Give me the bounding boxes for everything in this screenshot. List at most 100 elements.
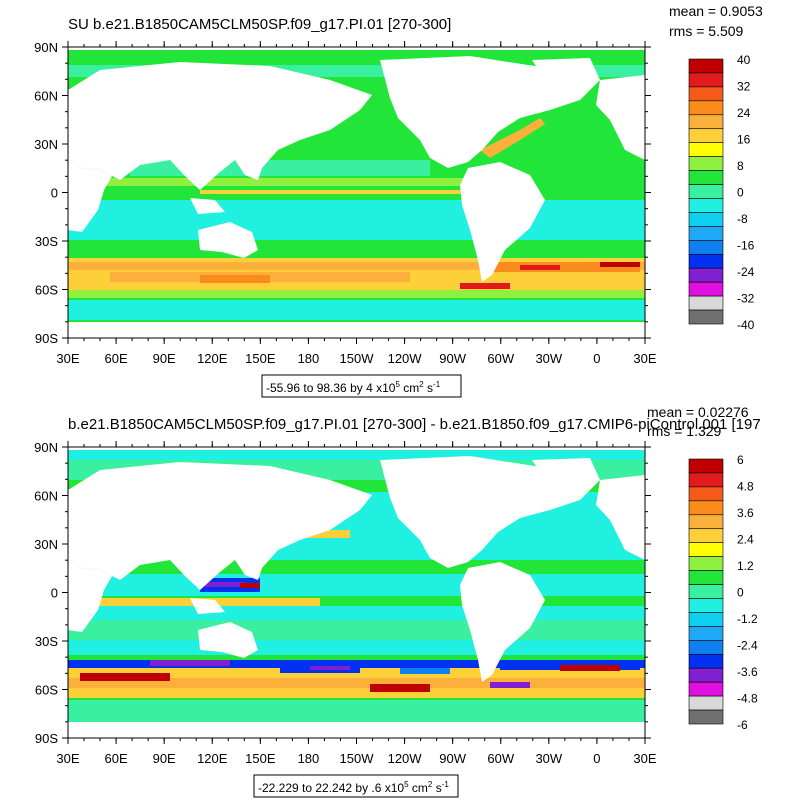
lat-label: 30N xyxy=(34,137,58,152)
colorbar-swatch xyxy=(688,86,724,102)
lat-labels: 90N 60N 30N 0 30S 60S 90S xyxy=(34,40,58,346)
contour-range: -55.96 to 98.36 by 4 x10 xyxy=(266,381,396,395)
lon-label: 120E xyxy=(197,351,228,366)
lon-label: 90W xyxy=(439,351,466,366)
colorbar-label: 0 xyxy=(737,186,744,200)
lon-label: 90E xyxy=(153,751,176,766)
lon-label: 0 xyxy=(593,751,600,766)
contour-s: s xyxy=(436,781,442,795)
lon-label: 60E xyxy=(105,351,128,366)
contour-s-exp: -1 xyxy=(442,780,450,789)
colorbar-swatch xyxy=(688,653,724,669)
colorbar-swatch xyxy=(688,72,724,88)
colorbar-swatch xyxy=(688,486,724,502)
lon-label: 60W xyxy=(487,351,514,366)
svg-text:-55.96 to 98.36 by 4 x105 cm2: -55.96 to 98.36 by 4 x105 cm2 s-1 xyxy=(266,380,441,395)
lon-label: 120W xyxy=(388,351,423,366)
lat-label: 90S xyxy=(35,731,58,746)
colorbar-label: 0 xyxy=(737,586,744,600)
contour-unit-exp: 2 xyxy=(419,380,424,389)
colorbar-label: -40 xyxy=(737,318,755,332)
lon-label: 120E xyxy=(197,751,228,766)
stat-rms: rms = 1.329 xyxy=(647,423,722,439)
colorbar-swatch xyxy=(688,184,724,199)
colorbar-swatch xyxy=(688,170,724,185)
lon-label: 0 xyxy=(593,351,600,366)
colorbar-swatch xyxy=(688,198,724,213)
lat-label: 0 xyxy=(51,186,58,201)
lat-labels: 90N 60N 30N 0 30S 60S 90S xyxy=(34,440,58,746)
colorbar-swatch xyxy=(688,626,724,641)
lon-label: 180 xyxy=(298,351,320,366)
colorbar-label: -16 xyxy=(737,239,755,253)
lon-label: 120W xyxy=(388,751,423,766)
lat-label: 30S xyxy=(35,634,58,649)
colorbar-swatch xyxy=(688,253,724,269)
colorbar-swatch xyxy=(688,128,724,143)
lat-label: 90S xyxy=(35,331,58,346)
colorbar-swatch xyxy=(688,681,724,697)
colorbar-label: -4.8 xyxy=(737,692,758,706)
lon-label: 150E xyxy=(245,751,276,766)
colorbar-swatch xyxy=(688,226,724,241)
colorbar-swatch xyxy=(688,281,724,297)
lon-label: 30W xyxy=(535,751,562,766)
colorbar-label: -8 xyxy=(737,212,748,226)
colorbar-swatch xyxy=(688,528,724,543)
colorbar-label: -6 xyxy=(737,718,748,732)
panel-title: b.e21.B1850CAM5CLM50SP.f09_g17.PI.01 [27… xyxy=(68,416,761,433)
colorbar-swatch xyxy=(688,556,724,571)
map-ticks xyxy=(62,41,651,344)
colorbar-swatch xyxy=(688,570,724,585)
contour-exp: 5 xyxy=(395,380,400,389)
colorbar-swatch xyxy=(688,472,724,488)
map-field xyxy=(68,447,645,738)
lat-label: 30S xyxy=(35,234,58,249)
panel-bottom: b.e21.B1850CAM5CLM50SP.f09_g17.PI.01 [27… xyxy=(34,404,761,798)
svg-text:-22.229 to 22.242 by .6 x105 c: -22.229 to 22.242 by .6 x105 cm2 s-1 xyxy=(258,780,449,795)
colorbar-swatch xyxy=(688,458,724,474)
contour-unit-exp: 2 xyxy=(428,780,433,789)
colorbar-swatch xyxy=(688,142,724,157)
colorbar-swatch xyxy=(688,598,724,613)
colorbar-swatch xyxy=(688,156,724,171)
contour-info-box: -22.229 to 22.242 by .6 x105 cm2 s-1 xyxy=(253,774,459,798)
lon-label: 150W xyxy=(340,751,375,766)
lat-label: 90N xyxy=(34,40,58,55)
panel-top: SU b.e21.B1850CAM5CLM50SP.f09_g17.PI.01 … xyxy=(34,3,763,398)
colorbar-label: 32 xyxy=(737,80,751,94)
panel-title: SU b.e21.B1850CAM5CLM50SP.f09_g17.PI.01 … xyxy=(68,16,451,33)
lon-label: 30W xyxy=(535,351,562,366)
colorbar-label: 4.8 xyxy=(737,480,754,494)
colorbar-label: -24 xyxy=(737,265,755,279)
contour-s-exp: -1 xyxy=(433,380,441,389)
lon-label: 30E xyxy=(633,751,656,766)
lat-label: 60S xyxy=(35,283,58,298)
lon-label: 30E xyxy=(633,351,656,366)
colorbar-swatch xyxy=(688,500,724,516)
colorbar: 40 32 24 16 8 0 -8 -16 -24 -32 -40 xyxy=(688,53,755,332)
colorbar-label: -32 xyxy=(737,292,755,306)
colorbar-swatch xyxy=(688,612,724,627)
colorbar: 6 4.8 3.6 2.4 1.2 0 -1.2 -2.4 -3.6 -4.8 -6 xyxy=(688,453,758,732)
colorbar-swatch xyxy=(688,58,724,74)
colorbar-label: -3.6 xyxy=(737,665,758,679)
lon-label: 60W xyxy=(487,751,514,766)
lat-label: 90N xyxy=(34,440,58,455)
colorbar-swatch xyxy=(688,667,724,683)
colorbar-swatch xyxy=(688,212,724,227)
colorbar-swatch xyxy=(688,267,724,283)
lat-label: 60N xyxy=(34,489,58,504)
contour-info-box: -55.96 to 98.36 by 4 x105 cm2 s-1 xyxy=(261,374,462,398)
colorbar-swatch xyxy=(688,295,724,311)
contour-s: s xyxy=(427,381,433,395)
colorbar-label: -1.2 xyxy=(737,612,758,626)
map-field xyxy=(68,47,645,338)
colorbar-label: 2.4 xyxy=(737,533,754,547)
colorbar-label: 24 xyxy=(737,106,751,120)
colorbar-swatch xyxy=(688,114,724,130)
stat-rms: rms = 5.509 xyxy=(669,23,744,39)
colorbar-swatch xyxy=(688,584,724,599)
contour-unit: cm xyxy=(403,381,419,395)
